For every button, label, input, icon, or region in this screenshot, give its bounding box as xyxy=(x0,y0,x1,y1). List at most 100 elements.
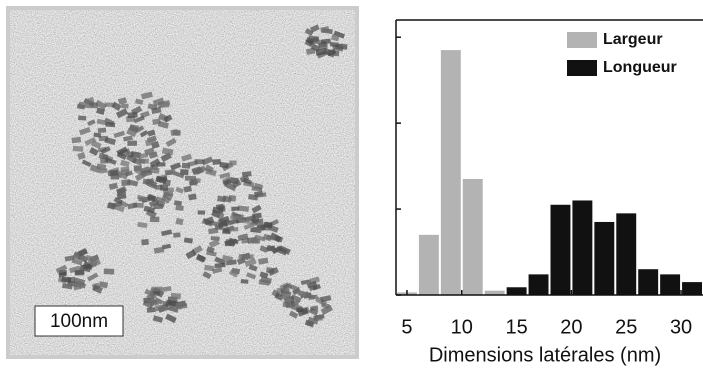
particle xyxy=(161,147,174,156)
particle xyxy=(117,97,128,105)
particle xyxy=(246,272,257,280)
particle xyxy=(205,250,217,257)
particle xyxy=(181,153,192,162)
particle xyxy=(306,293,316,300)
x-tick-label: 5 xyxy=(401,316,412,338)
particle xyxy=(113,196,123,205)
particle xyxy=(129,124,139,132)
particle xyxy=(320,302,330,309)
particle xyxy=(161,195,171,204)
particle xyxy=(99,168,108,174)
particle xyxy=(175,186,184,194)
particle xyxy=(98,152,109,160)
particle xyxy=(134,98,144,105)
particle xyxy=(124,170,134,177)
particle xyxy=(320,304,333,315)
particle xyxy=(161,286,172,293)
particle xyxy=(197,210,206,215)
particle xyxy=(165,313,177,324)
particle xyxy=(90,259,102,268)
particle xyxy=(126,128,138,138)
particle xyxy=(149,299,158,307)
particle xyxy=(92,284,103,294)
particle xyxy=(266,234,276,241)
particle xyxy=(151,106,162,114)
particle xyxy=(94,99,107,110)
particle xyxy=(288,310,299,319)
x-axis-label: Dimensions latérales (nm) xyxy=(429,344,661,366)
particle xyxy=(248,264,258,272)
particle xyxy=(203,216,215,226)
particle xyxy=(173,200,183,206)
particle xyxy=(111,101,122,112)
particle xyxy=(107,169,119,177)
particle xyxy=(163,114,173,123)
x-tick-label: 20 xyxy=(560,316,582,338)
particle xyxy=(231,206,240,211)
particle xyxy=(289,284,300,292)
particle xyxy=(273,234,284,243)
particle xyxy=(78,249,88,257)
particle xyxy=(185,249,197,260)
particle xyxy=(120,159,130,168)
particle xyxy=(152,97,165,107)
particle xyxy=(108,182,119,190)
particle xyxy=(105,157,117,165)
particle xyxy=(82,264,91,270)
particle xyxy=(61,276,72,283)
particle xyxy=(78,115,87,121)
particle xyxy=(192,167,204,176)
particle xyxy=(194,159,205,165)
particle xyxy=(246,254,254,260)
particle xyxy=(144,138,157,147)
particle xyxy=(136,194,149,202)
particle xyxy=(310,276,320,284)
particle xyxy=(241,171,252,178)
particle xyxy=(206,246,215,254)
particle xyxy=(123,135,133,142)
particle xyxy=(297,290,308,298)
particle xyxy=(165,137,177,147)
particle xyxy=(212,206,224,214)
scale-bar-label: 100nm xyxy=(50,311,108,332)
particle xyxy=(139,152,149,159)
particle xyxy=(103,268,115,275)
particle xyxy=(147,193,157,202)
particle xyxy=(244,258,257,268)
particle xyxy=(300,279,312,285)
particle xyxy=(116,185,127,195)
particle xyxy=(72,145,84,152)
particle xyxy=(104,136,117,146)
particle xyxy=(175,205,184,211)
particle xyxy=(188,193,197,201)
particle xyxy=(219,172,231,179)
particle xyxy=(88,102,99,109)
particle xyxy=(183,185,192,193)
particle xyxy=(208,238,220,248)
particle xyxy=(228,195,237,202)
particle xyxy=(113,130,125,139)
particle xyxy=(216,195,227,203)
particle xyxy=(253,182,264,191)
particle xyxy=(239,218,251,224)
particle xyxy=(137,221,148,229)
particle xyxy=(73,280,84,290)
particle xyxy=(280,294,290,302)
particle xyxy=(96,118,108,126)
particle xyxy=(173,171,185,179)
particle xyxy=(64,255,75,262)
particle xyxy=(243,222,255,230)
x-tick-label: 15 xyxy=(505,316,527,338)
particle xyxy=(222,178,232,186)
particle xyxy=(147,129,156,137)
particle xyxy=(254,218,264,226)
particle xyxy=(306,280,318,289)
particle xyxy=(141,239,149,246)
particle xyxy=(130,151,142,159)
particle xyxy=(81,159,92,168)
particle xyxy=(297,307,309,317)
particle xyxy=(304,28,314,37)
particle xyxy=(134,171,146,182)
particle xyxy=(127,112,138,119)
